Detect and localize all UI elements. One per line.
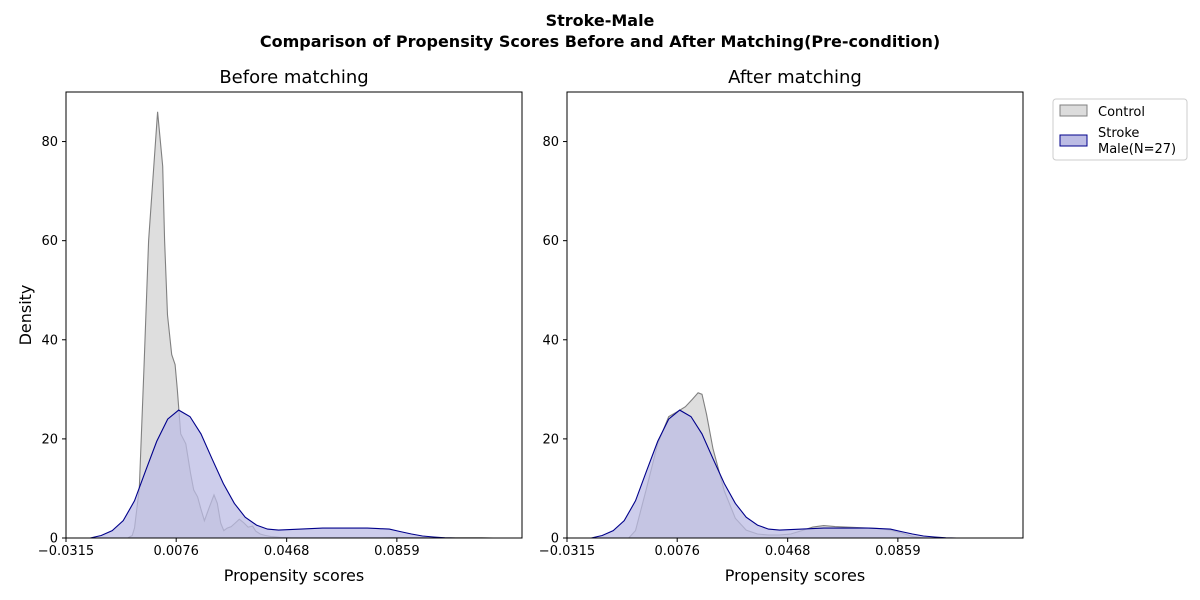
y-tick-label: 20 — [542, 432, 559, 447]
x-tick-label: 0.0468 — [765, 544, 811, 559]
y-tick-label: 80 — [41, 135, 58, 150]
y-axis-label: Density — [16, 285, 35, 346]
axes-frame — [566, 91, 1024, 539]
stroke-density-area-0 — [90, 410, 460, 538]
y-tick-label: 60 — [41, 234, 58, 249]
stroke-density-area-1 — [591, 410, 961, 538]
legend-label-control: Control — [1098, 105, 1145, 120]
x-tick-label: 0.0076 — [153, 544, 199, 559]
x-tick-label: 0.0076 — [654, 544, 700, 559]
legend-swatch-stroke-male — [1059, 134, 1088, 147]
legend-label-stroke-line-2: Male(N=27) — [1098, 142, 1176, 157]
figure-subtitle: Comparison of Propensity Scores Before a… — [260, 32, 940, 51]
stroke-density-line-0 — [90, 409, 460, 539]
axes-frame — [65, 91, 523, 539]
y-tick-label: 0 — [50, 532, 58, 547]
x-tick-label: −0.0315 — [38, 544, 94, 559]
x-tick-label: 0.0859 — [374, 544, 420, 559]
stroke-density-line-1 — [591, 409, 961, 539]
y-tick-label: 40 — [41, 333, 58, 348]
y-tick-label: 60 — [542, 234, 559, 249]
legend-label-stroke-line-1: Stroke — [1098, 126, 1139, 141]
panel-title: After matching — [728, 67, 862, 88]
x-axis-label: Propensity scores — [725, 566, 865, 585]
x-tick-label: −0.0315 — [539, 544, 595, 559]
y-tick-label: 0 — [551, 532, 559, 547]
figure-title: Stroke-Male — [546, 11, 655, 30]
panel-title: Before matching — [219, 67, 368, 88]
y-tick-label: 80 — [542, 135, 559, 150]
y-tick-label: 20 — [41, 432, 58, 447]
legend-swatch-control — [1059, 104, 1088, 117]
panel-after-matching: −0.0315 0.0076 0.0468 0.0859 0 20 40 60 80 After … — [539, 67, 1024, 585]
x-axis-label: Propensity scores — [224, 566, 364, 585]
x-tick-label: 0.0859 — [875, 544, 921, 559]
y-tick-label: 40 — [542, 333, 559, 348]
x-tick-label: 0.0468 — [264, 544, 310, 559]
panel-before-matching: −0.0315 0.0076 0.0468 0.0859 0 20 40 60 80 Before… — [16, 67, 523, 585]
